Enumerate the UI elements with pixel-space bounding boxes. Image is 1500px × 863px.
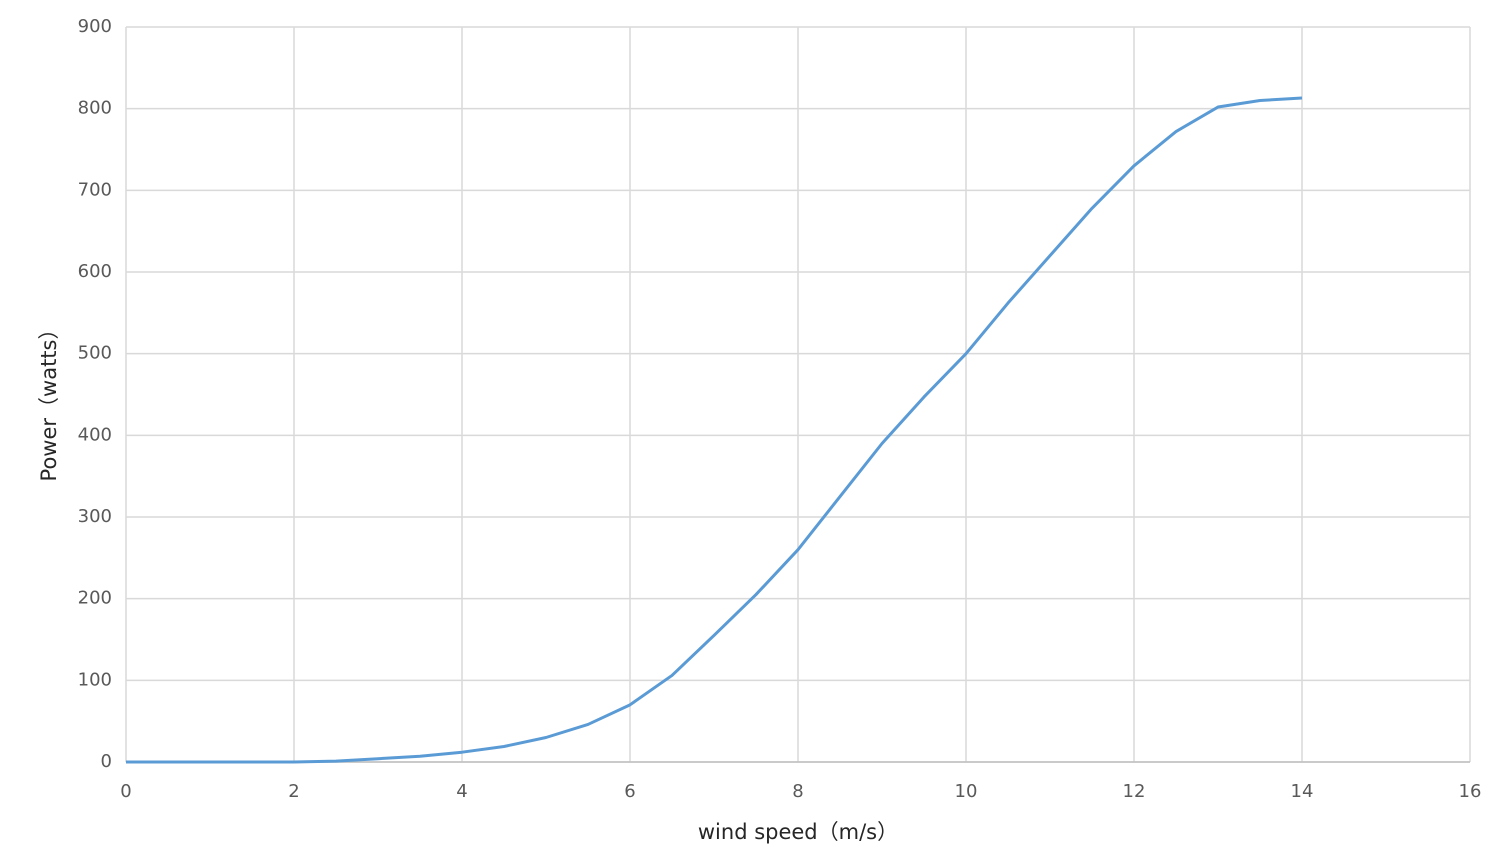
x-tick-label: 4: [456, 781, 467, 802]
x-tick-label: 16: [1459, 781, 1482, 802]
y-axis-title: Power（watts）: [37, 319, 61, 482]
y-tick-label: 600: [78, 261, 112, 282]
y-tick-label: 800: [78, 98, 112, 119]
data-line: [126, 96, 1303, 764]
y-tick-label: 300: [78, 506, 112, 527]
y-tick-label: 0: [101, 751, 112, 772]
y-tick-label: 900: [78, 16, 112, 37]
x-tick-label: 8: [792, 781, 803, 802]
y-tick-label: 200: [78, 588, 112, 609]
x-tick-label: 6: [624, 781, 635, 802]
x-axis-title: wind speed（m/s）: [698, 820, 898, 844]
x-tick-label: 10: [955, 781, 978, 802]
y-tick-label: 500: [78, 343, 112, 364]
x-tick-label: 14: [1291, 781, 1314, 802]
x-tick-label: 0: [120, 781, 131, 802]
y-tick-label: 100: [78, 669, 112, 690]
y-tick-label: 400: [78, 424, 112, 445]
y-tick-label: 700: [78, 179, 112, 200]
x-tick-label: 12: [1123, 781, 1146, 802]
x-tick-label: 2: [288, 781, 299, 802]
